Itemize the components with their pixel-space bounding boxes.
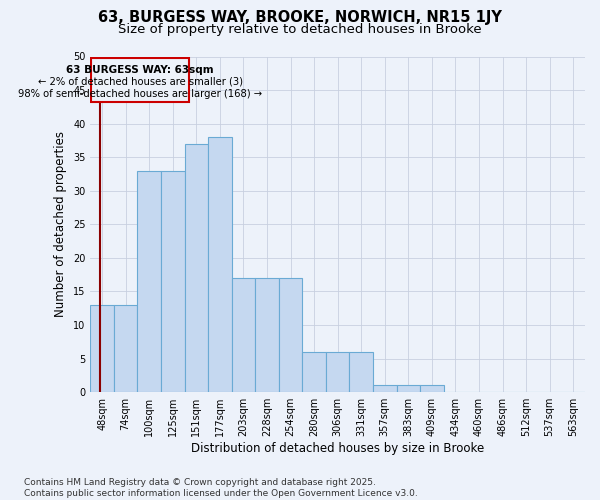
- Bar: [373, 386, 397, 392]
- FancyBboxPatch shape: [91, 58, 189, 102]
- Text: Size of property relative to detached houses in Brooke: Size of property relative to detached ho…: [118, 22, 482, 36]
- Bar: [302, 352, 326, 392]
- Text: ← 2% of detached houses are smaller (3): ← 2% of detached houses are smaller (3): [38, 76, 242, 86]
- Bar: [114, 305, 137, 392]
- Text: 63 BURGESS WAY: 63sqm: 63 BURGESS WAY: 63sqm: [66, 64, 214, 74]
- Bar: [326, 352, 349, 392]
- Bar: [279, 278, 302, 392]
- Text: 63, BURGESS WAY, BROOKE, NORWICH, NR15 1JY: 63, BURGESS WAY, BROOKE, NORWICH, NR15 1…: [98, 10, 502, 25]
- Bar: [349, 352, 373, 392]
- Bar: [397, 386, 420, 392]
- Bar: [255, 278, 279, 392]
- Bar: [420, 386, 443, 392]
- Bar: [91, 305, 114, 392]
- Bar: [161, 170, 185, 392]
- Text: Contains HM Land Registry data © Crown copyright and database right 2025.
Contai: Contains HM Land Registry data © Crown c…: [24, 478, 418, 498]
- Bar: [137, 170, 161, 392]
- Bar: [185, 144, 208, 392]
- Text: 98% of semi-detached houses are larger (168) →: 98% of semi-detached houses are larger (…: [18, 88, 262, 99]
- Y-axis label: Number of detached properties: Number of detached properties: [55, 132, 67, 318]
- X-axis label: Distribution of detached houses by size in Brooke: Distribution of detached houses by size …: [191, 442, 484, 455]
- Bar: [232, 278, 255, 392]
- Bar: [208, 137, 232, 392]
